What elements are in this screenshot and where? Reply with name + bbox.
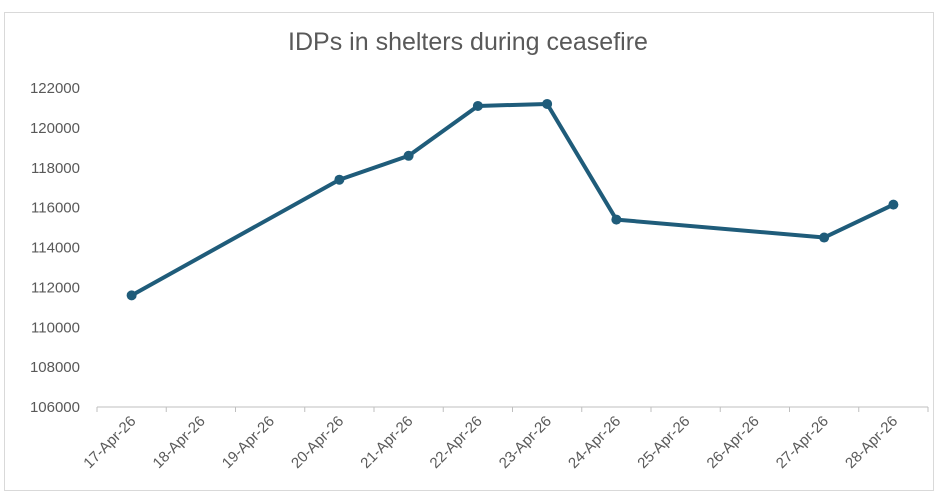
y-tick-label: 122000	[30, 80, 80, 97]
x-tick-label: 23-Apr-26	[496, 413, 555, 472]
x-tick-label: 25-Apr-26	[634, 413, 693, 472]
y-tick-label: 110000	[31, 319, 80, 336]
x-axis-labels: 17-Apr-26 18-Apr-26 19-Apr-26 20-Apr-26 21-A…	[80, 413, 901, 472]
x-tick-label: 27-Apr-26	[773, 413, 832, 472]
chart-title: IDPs in shelters during ceasefire	[288, 28, 648, 56]
y-tick-label: 112000	[31, 279, 80, 296]
y-tick-label: 120000	[30, 120, 80, 137]
y-axis-labels: 106000 108000 110000 112000 114000 116000 1180…	[30, 80, 80, 416]
series-group	[126, 98, 899, 301]
data-point	[611, 214, 622, 225]
x-tick-label: 24-Apr-26	[565, 413, 624, 472]
x-tick-label: 26-Apr-26	[704, 413, 763, 472]
x-tick-label: 20-Apr-26	[288, 413, 347, 472]
x-tick-label: 21-Apr-26	[357, 413, 416, 472]
y-tick-label: 114000	[31, 240, 80, 257]
chart-frame	[4, 12, 934, 491]
y-tick-label: 106000	[30, 399, 80, 416]
x-tick-label: 19-Apr-26	[219, 413, 278, 472]
data-point	[819, 232, 830, 243]
data-point	[126, 290, 137, 301]
data-point	[334, 174, 345, 185]
data-point	[888, 199, 899, 210]
x-axis-ticks	[96, 407, 929, 412]
x-tick-label: 22-Apr-26	[427, 413, 486, 472]
x-tick-label: 18-Apr-26	[150, 413, 209, 472]
y-tick-label: 108000	[30, 359, 80, 376]
data-point	[403, 150, 414, 161]
series-line	[129, 101, 896, 298]
data-point	[472, 100, 483, 111]
y-tick-label: 118000	[31, 160, 80, 177]
x-tick-label: 28-Apr-26	[842, 413, 901, 472]
data-point	[542, 98, 553, 109]
x-tick-label: 17-Apr-26	[80, 413, 139, 472]
y-tick-label: 116000	[31, 200, 80, 217]
